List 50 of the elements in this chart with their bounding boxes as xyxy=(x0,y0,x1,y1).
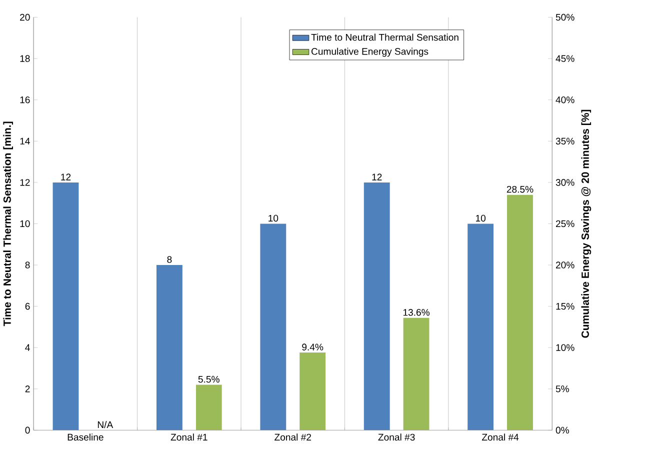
y2-axis-title: Cumulative Energy Savings @ 20 minutes [%] xyxy=(581,110,592,338)
y2-tick-label: 10% xyxy=(556,344,574,352)
x-tick-label: Baseline xyxy=(68,434,104,441)
bar xyxy=(300,352,326,430)
y-tick-label: 4 xyxy=(25,344,30,351)
legend-label: Time to Neutral Thermal Sensation xyxy=(311,34,458,41)
data-label: 12 xyxy=(61,174,71,180)
y2-tick-label: 35% xyxy=(556,138,574,145)
y-tick-label: 12 xyxy=(20,179,30,186)
y2-tick-label: 0% xyxy=(556,426,570,434)
y-tick-label: 8 xyxy=(25,262,30,268)
x-tick-label: Zonal #2 xyxy=(274,434,311,441)
y-tick-label: 16 xyxy=(20,96,30,104)
data-label: 10 xyxy=(476,214,486,222)
text: N/A xyxy=(98,421,114,428)
y2-tick-label: 15% xyxy=(556,303,574,310)
y2-tick-label: 25% xyxy=(556,220,574,228)
data-label: 12 xyxy=(372,174,382,180)
x-tick-label: Zonal #4 xyxy=(482,434,519,441)
bar xyxy=(260,224,286,430)
y2-tick-label: 40% xyxy=(556,96,574,104)
x-tick-label: Zonal #1 xyxy=(170,434,208,441)
bar xyxy=(364,182,390,430)
bar xyxy=(403,318,430,430)
legend-label: Cumulative Energy Savings xyxy=(312,48,428,57)
data-label: 10 xyxy=(268,214,278,222)
data-label: 5.5% xyxy=(198,376,220,383)
y2-tick-label: 20% xyxy=(556,262,574,268)
bar xyxy=(156,265,182,430)
data-label: 9.4% xyxy=(302,344,324,351)
y-tick-label: 2 xyxy=(25,386,30,392)
y-tick-label: 10 xyxy=(20,220,30,228)
data-label: 13.6% xyxy=(403,309,430,316)
bar xyxy=(196,384,222,430)
x-tick-label: Zonal #3 xyxy=(378,434,415,441)
y2-tick-label: 50% xyxy=(556,14,574,21)
y2-tick-label: 30% xyxy=(556,179,574,186)
y-tick-label: 14 xyxy=(20,138,30,144)
y2-tick-label: 5% xyxy=(556,386,570,392)
y-tick-label: 18 xyxy=(20,55,30,62)
y-tick-label: 6 xyxy=(25,302,30,310)
bar xyxy=(468,224,494,430)
y2-tick-label: 45% xyxy=(556,55,574,62)
y-tick-label: 20 xyxy=(20,14,30,21)
data-label: 8 xyxy=(167,256,172,263)
y-tick-label: 0 xyxy=(25,426,30,434)
data-label: 28.5% xyxy=(506,186,534,193)
bar xyxy=(52,182,79,430)
bar xyxy=(507,194,533,430)
y-axis-title: Time to Neutral Thermal Sensation [min.] xyxy=(3,122,13,326)
